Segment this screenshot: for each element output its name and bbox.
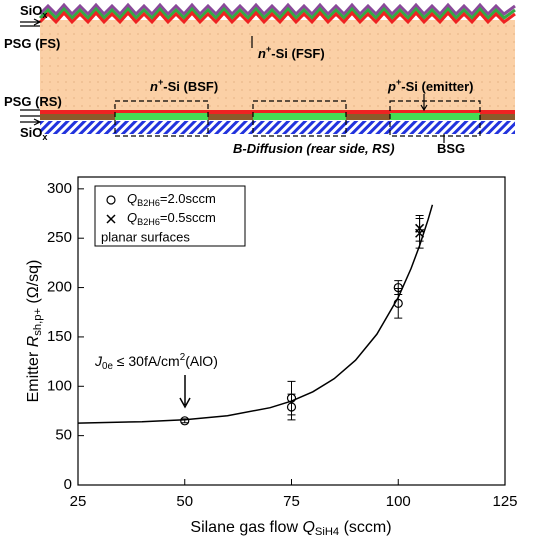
text-part: x — [42, 10, 47, 20]
text-part: SiO — [20, 125, 42, 140]
text-part: Emitter — [25, 347, 42, 402]
diagram-label: n+-Si (BSF) — [150, 77, 218, 94]
text-part: Q — [302, 519, 314, 536]
text-part: B-Diffusion (rear side, RS) — [233, 141, 395, 156]
pointer — [420, 94, 428, 112]
text-part: ≤ 30fA/cm — [113, 353, 180, 369]
sio-rear — [40, 121, 515, 134]
arrow — [20, 18, 42, 27]
marker — [415, 228, 425, 238]
text-part: n — [150, 79, 158, 94]
legend-label: QB2H6=2.0sccm — [127, 191, 216, 208]
text-part: (AlO) — [185, 353, 218, 369]
arrow — [20, 109, 42, 126]
bsf-layer — [40, 110, 515, 114]
diagram-label: B-Diffusion (rear side, RS) — [233, 141, 395, 156]
fit-curve — [78, 204, 434, 424]
schematic — [20, 2, 516, 143]
y-tick-label: 300 — [47, 180, 72, 197]
text-part: -Si (BSF) — [163, 79, 218, 94]
diagram-label: PSG (FS) — [4, 36, 60, 51]
text-part: PSG (FS) — [4, 36, 60, 51]
x-tick-label: 25 — [70, 493, 87, 510]
marker — [180, 416, 190, 426]
y-tick-label: 200 — [47, 279, 72, 296]
text-part: n — [258, 46, 266, 61]
emitter-region — [115, 113, 208, 120]
x-tick-label: 50 — [176, 493, 193, 510]
x-tick-label: 100 — [386, 493, 411, 510]
text-part: p — [387, 79, 396, 94]
diagram-label: SiOx — [20, 3, 47, 20]
diagram-label: p+-Si (emitter) — [387, 77, 474, 94]
text-part: SiO — [20, 3, 42, 18]
error-bar — [180, 418, 189, 424]
text-part: (sccm) — [339, 519, 391, 536]
diagram-label: n+-Si (FSF) — [258, 44, 325, 61]
annotation: J0e ≤ 30fA/cm2(AlO) — [94, 352, 218, 372]
text-part: Silane gas flow — [190, 519, 302, 536]
emitter-region — [390, 113, 480, 120]
text-part: -Si (FSF) — [271, 46, 324, 61]
text-part: PSG (RS) — [4, 94, 62, 109]
fsf-layer — [38, 10, 516, 25]
legend-note: planar surfaces — [101, 229, 190, 244]
text-part: =0.5sccm — [160, 210, 216, 225]
annotation-arrow — [179, 375, 191, 409]
emitter-region — [253, 113, 346, 120]
plot: 25 50 75 100 125 0 50 100 150 200 250 300 planar sur… — [47, 176, 518, 510]
x-tick-label: 75 — [283, 493, 300, 510]
text-part: x — [42, 132, 47, 142]
error-bar — [394, 288, 403, 319]
y-tick-label: 0 — [64, 476, 72, 493]
legend-box — [94, 185, 246, 247]
diagram-label: SiOx — [20, 125, 47, 142]
text-part: SiH4 — [315, 526, 339, 538]
text-part: B2H6 — [137, 217, 160, 227]
text-part: (Ω/sq) — [25, 260, 42, 308]
y-tick-label: 50 — [55, 427, 72, 444]
legend-marker — [106, 195, 116, 205]
text-part: R — [25, 335, 42, 347]
x-tick-label: 125 — [492, 493, 517, 510]
text-part: + — [396, 77, 401, 87]
text-part: sh,p+ — [32, 308, 44, 336]
y-tick-label: 250 — [47, 229, 72, 246]
marker — [393, 298, 403, 308]
text-part: + — [158, 77, 163, 87]
text-part: Q — [127, 210, 137, 225]
text-part: B2H6 — [137, 198, 160, 208]
dashed-box — [389, 100, 481, 137]
text-part: 0e — [102, 361, 113, 372]
diagram-label: PSG (RS) — [4, 94, 62, 109]
y-tick-label: 100 — [47, 377, 72, 394]
marker — [286, 402, 297, 412]
text-part: -Si (emitter) — [401, 79, 473, 94]
text-part: BSG — [437, 141, 465, 156]
text-part: J — [94, 353, 103, 369]
legend-label: QB2H6=0.5sccm — [127, 210, 216, 227]
text-part: 2 — [180, 352, 185, 363]
legend-marker — [106, 214, 116, 224]
error-bar — [287, 393, 296, 421]
text-part: =2.0sccm — [160, 191, 216, 206]
text-part: Q — [127, 191, 137, 206]
y-axis-label: Emitter Rsh,p+ (Ω/sq) — [25, 260, 44, 403]
x-axis-label: Silane gas flow QSiH4 (sccm) — [190, 519, 391, 538]
sio-front — [38, 2, 516, 17]
silicon-bulk — [40, 20, 515, 111]
diagram-label: BSG — [437, 141, 465, 156]
y-tick-label: 150 — [47, 328, 72, 345]
psg-front — [38, 6, 516, 21]
text-part: + — [266, 44, 271, 54]
